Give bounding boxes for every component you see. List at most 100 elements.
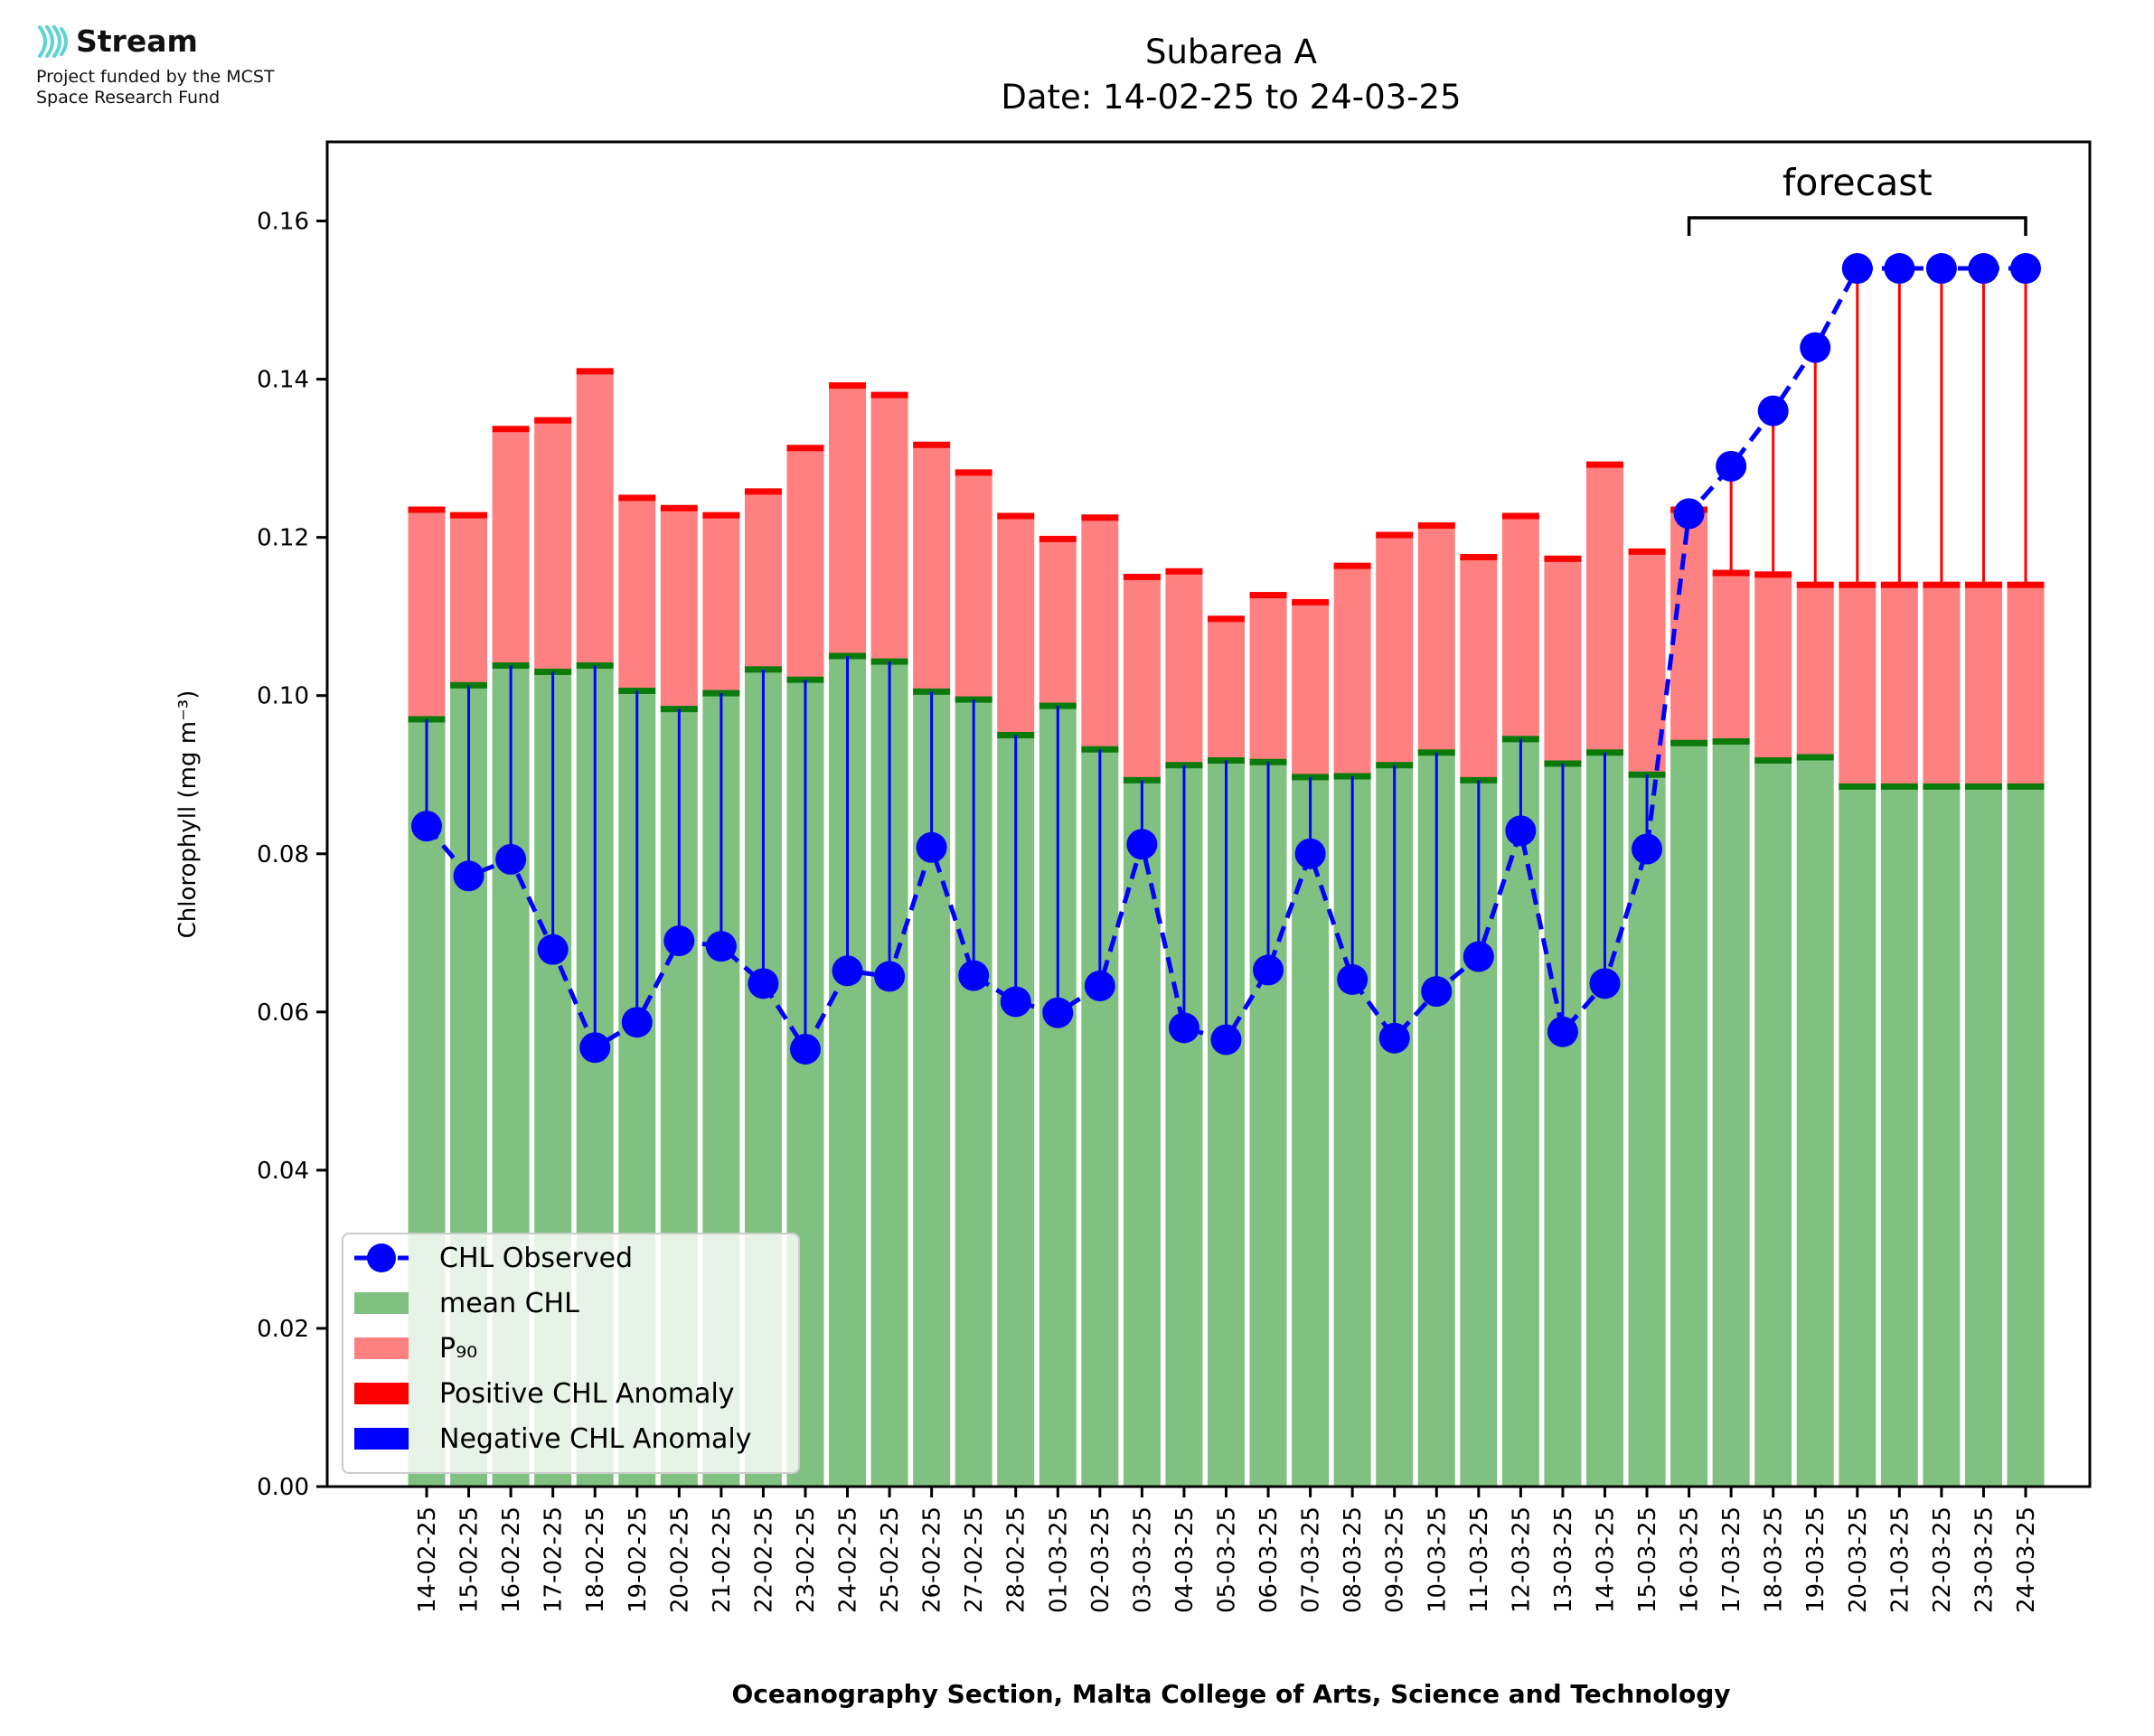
y-axis-label: Chlorophyll (mg m⁻³) (174, 690, 202, 939)
chl-observed-point (1547, 1016, 1578, 1047)
p90-bar (1208, 618, 1245, 761)
y-tick-label: 0.10 (257, 683, 309, 710)
x-tick-label: 23-03-25 (1971, 1506, 1998, 1613)
x-tick-label: 23-02-25 (793, 1506, 820, 1613)
mean-chl-bar (1796, 756, 1834, 1487)
p90-bar (913, 445, 951, 692)
mean-chl-bar (1712, 741, 1750, 1487)
p90-bar (1923, 585, 1961, 787)
p90-bar (1460, 557, 1498, 781)
chl-observed-point (1673, 498, 1705, 530)
p90-cap (1081, 514, 1119, 521)
x-tick-label: 18-02-25 (582, 1506, 609, 1613)
forecast-annotation: forecast (1687, 161, 2027, 236)
p90-cap (1544, 555, 1582, 562)
y-tick-label: 0.14 (257, 367, 309, 394)
p90-cap (1417, 522, 1455, 530)
chl-observed-point (579, 1032, 611, 1064)
p90-bar (534, 420, 572, 672)
mean-chl-cap (2007, 783, 2045, 790)
legend-swatch-negative (354, 1428, 409, 1450)
p90-cap (1165, 568, 1203, 575)
p90-cap (1376, 531, 1414, 539)
p90-bar (744, 491, 782, 670)
mean-chl-cap (1964, 783, 2002, 790)
logo-brand: Stream (76, 23, 198, 59)
chl-observed-point (748, 968, 779, 999)
p90-bar (1501, 516, 1539, 739)
p90-cap (1292, 598, 1330, 605)
chl-observed-point (1210, 1024, 1242, 1056)
y-tick-label: 0.16 (257, 209, 309, 236)
p90-bar (1754, 574, 1792, 761)
x-tick-label: 28-02-25 (1003, 1506, 1030, 1613)
p90-bar (1544, 558, 1582, 764)
chart-title: Subarea A (1145, 33, 1317, 71)
chl-observed-point (2010, 253, 2041, 285)
p90-bar (1796, 585, 1834, 757)
p90-bar (1039, 539, 1077, 707)
p90-bar (1839, 585, 1877, 787)
mean-chl-cap (1712, 737, 1750, 745)
p90-cap (618, 494, 656, 502)
p90-cap (492, 426, 530, 433)
chl-observed-point (1884, 253, 1915, 285)
mean-chl-bar (1880, 786, 1918, 1487)
chl-observed-point (1968, 253, 1999, 285)
p90-cap (1501, 512, 1539, 520)
chl-observed-point (1757, 395, 1789, 427)
p90-cap (1628, 548, 1666, 555)
x-tick-label: 14-02-25 (414, 1506, 441, 1613)
chl-observed-series (411, 253, 2041, 1065)
mean-chl-bar (1754, 760, 1792, 1487)
chl-observed-point (832, 955, 863, 987)
legend-box (342, 1233, 800, 1474)
p90-bar (660, 508, 698, 709)
mean-chl-bar (1923, 786, 1961, 1487)
p90-cap (450, 511, 488, 519)
p90-cap (1460, 554, 1498, 561)
x-tick-label: 06-03-25 (1256, 1506, 1283, 1613)
p90-bar (1585, 464, 1623, 753)
p90-bar (1333, 566, 1371, 776)
chl-observed-point (1378, 1022, 1410, 1054)
p90-bar (1165, 571, 1203, 765)
p90-bar (870, 395, 908, 662)
y-tick-label: 0.08 (257, 841, 309, 868)
chl-observed-point (1800, 332, 1831, 363)
p90-bar (1376, 535, 1414, 765)
p90-bar (1670, 510, 1708, 744)
chl-observed-point (453, 860, 484, 892)
x-tick-label: 09-03-25 (1382, 1506, 1409, 1613)
legend-swatch-positive (354, 1383, 409, 1404)
p90-cap (660, 504, 698, 511)
chl-observed-point (1841, 253, 1873, 285)
p90-cap (408, 506, 446, 513)
chl-observed-point (1168, 1012, 1199, 1044)
p90-bar (576, 371, 614, 666)
mean-chl-cap (1754, 756, 1792, 764)
legend-label-positive: Positive CHL Anomaly (439, 1378, 735, 1410)
chl-observed-point (537, 934, 569, 965)
p90-bar (829, 385, 867, 656)
mean-chl-bar (1501, 738, 1539, 1487)
chl-observed-point (789, 1033, 821, 1065)
x-tick-label: 12-03-25 (1508, 1506, 1535, 1613)
x-tick-label: 01-03-25 (1045, 1506, 1072, 1613)
plot-frame (325, 140, 2092, 1488)
x-tick-label: 10-03-25 (1424, 1506, 1451, 1613)
x-tick-label: 04-03-25 (1171, 1506, 1199, 1613)
x-axis-label: Oceanography Section, Malta College of A… (731, 1679, 1730, 1709)
x-tick-label: 17-03-25 (1718, 1506, 1745, 1613)
p90-bar (786, 447, 824, 680)
logo-funding-text: Project funded by the MCST Space Researc… (36, 67, 275, 108)
legend: CHL Observed mean CHL P₉₀ Positive CHL A… (342, 1233, 800, 1474)
y-tick-label: 0.12 (257, 525, 309, 552)
x-tick-label: 27-02-25 (961, 1506, 988, 1613)
legend-label-observed: CHL Observed (439, 1243, 633, 1274)
mean-chl-cap (1880, 783, 1918, 790)
p90-cap (1249, 592, 1287, 599)
p90-cap (702, 511, 740, 519)
p90-cap (786, 445, 824, 452)
mean-chl-cap (1839, 783, 1877, 790)
